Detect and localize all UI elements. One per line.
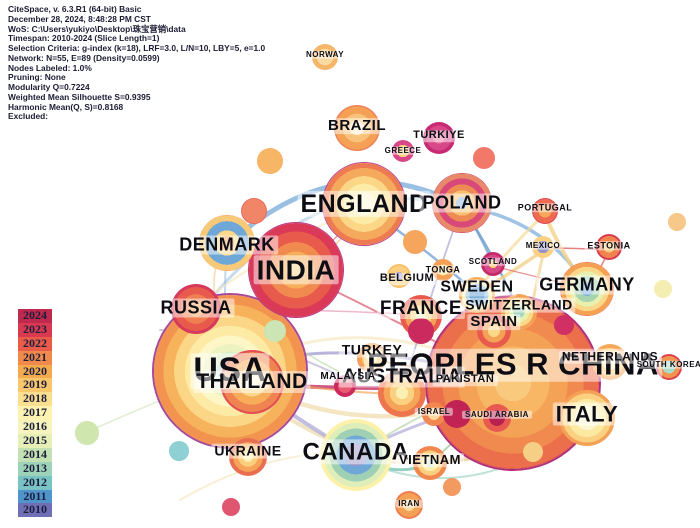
label-france: FRANCE xyxy=(376,299,466,319)
node-dot-4[interactable] xyxy=(403,230,427,254)
legend-year-2011: 2011 xyxy=(18,489,52,504)
label-turkey: TURKEY xyxy=(338,342,406,358)
label-malaysia: MALAYSIA xyxy=(317,371,379,383)
label-switzerland: SWITZERLAND xyxy=(462,297,576,313)
label-brazil: BRAZIL xyxy=(325,118,389,134)
label-russia: RUSSIA xyxy=(157,298,235,318)
label-india: INDIA xyxy=(253,255,339,285)
node-dot-10[interactable] xyxy=(264,320,286,342)
node-dot-14[interactable] xyxy=(523,442,543,462)
label-scotland: SCOTLAND xyxy=(465,257,521,267)
label-england: ENGLAND xyxy=(297,191,431,217)
legend-year-2024: 2024 xyxy=(18,308,52,323)
meta-line-6: Nodes Labeled: 1.0% xyxy=(8,62,92,73)
legend-year-2017: 2017 xyxy=(18,405,52,421)
meta-line-1: December 28, 2024, 8:48:28 PM CST xyxy=(8,13,151,24)
legend-year-2021: 2021 xyxy=(18,350,52,365)
node-dot-8[interactable] xyxy=(169,441,189,461)
label-poland: POLAND xyxy=(419,193,505,213)
node-dot-11[interactable] xyxy=(443,478,461,496)
label-norway: NORWAY xyxy=(302,50,348,60)
label-tonga: TONGA xyxy=(422,264,464,275)
meta-line-5: Network: N=55, E=89 (Density=0.0599) xyxy=(8,52,160,63)
meta-line-8: Modularity Q=0.7224 xyxy=(8,82,90,92)
legend-year-2018: 2018 xyxy=(18,391,52,407)
label-netherlands: NETHERLANDS xyxy=(558,351,662,364)
node-dot-9[interactable] xyxy=(222,498,240,516)
legend-year-2022: 2022 xyxy=(18,336,52,351)
node-dot-3[interactable] xyxy=(473,147,495,169)
legend-year-2016: 2016 xyxy=(18,419,52,435)
node-dot-7[interactable] xyxy=(75,421,99,445)
legend-year-2014: 2014 xyxy=(18,447,52,462)
legend-year-2013: 2013 xyxy=(18,461,52,476)
meta-line-4: Selection Criteria: g-index (k=18), LRF=… xyxy=(8,43,266,53)
legend-year-2020: 2020 xyxy=(18,364,52,379)
label-pakistan: PAKISTAN xyxy=(432,374,498,386)
label-saudi-arabia: SAUDI ARABIA xyxy=(462,410,532,420)
meta-line-9: Weighted Mean Silhouette S=0.9395 xyxy=(8,91,151,102)
label-spain: SPAIN xyxy=(467,314,521,330)
label-belgium: BELGIUM xyxy=(376,273,438,285)
legend-year-2019: 2019 xyxy=(18,378,52,393)
legend-year-2023: 2023 xyxy=(18,322,52,337)
node-dot-1[interactable] xyxy=(257,148,283,174)
meta-line-2: WoS: C:\Users\yukiyo\Desktop\珠宝营销\data xyxy=(8,23,186,34)
label-south-korea: SOUTH KOREA xyxy=(633,360,700,370)
label-iran: IRAN xyxy=(395,499,423,509)
label-germany: GERMANY xyxy=(536,275,638,295)
meta-line-10: Harmonic Mean(Q, S)=0.8168 xyxy=(8,101,124,112)
node-dot-12[interactable] xyxy=(408,318,434,344)
label-denmark: DENMARK xyxy=(176,235,278,255)
label-vietnam: VIETNAM xyxy=(396,453,464,467)
metadata-panel: CiteSpace, v. 6.3.R1 (64-bit) Basic Decem… xyxy=(8,4,266,122)
node-dot-6[interactable] xyxy=(654,280,672,298)
meta-line-7: Pruning: None xyxy=(8,72,66,83)
legend-year-2010: 2010 xyxy=(18,503,52,518)
meta-line-3: Timespan: 2010-2024 (Slice Length=1) xyxy=(8,33,160,44)
meta-line-0: CiteSpace, v. 6.3.R1 (64-bit) Basic xyxy=(8,4,142,14)
label-ukraine: UKRAINE xyxy=(211,443,285,459)
node-dot-2[interactable] xyxy=(241,198,267,224)
label-italy: ITALY xyxy=(552,402,622,426)
label-israel: ISRAEL xyxy=(414,407,454,417)
legend-year-2012: 2012 xyxy=(18,475,52,490)
label-sweden: SWEDEN xyxy=(437,279,517,297)
label-canada: CANADA xyxy=(299,439,413,465)
node-dot-13[interactable] xyxy=(554,315,574,335)
label-greece: GREECE xyxy=(381,146,425,156)
label-turkiye: TURKIYE xyxy=(410,130,468,142)
legend-year-2015: 2015 xyxy=(18,433,52,448)
label-portugal: PORTUGAL xyxy=(514,202,576,213)
label-estonia: ESTONIA xyxy=(584,240,634,251)
meta-line-11: Excluded: xyxy=(8,111,49,122)
year-legend: 2024 2023 2022 2021 2020 2019 2018 2017 2016 2015… xyxy=(18,308,52,518)
label-mexico: MEXICO xyxy=(522,241,564,251)
node-dot-5[interactable] xyxy=(668,213,686,231)
label-thailand: THAILAND xyxy=(193,370,311,394)
